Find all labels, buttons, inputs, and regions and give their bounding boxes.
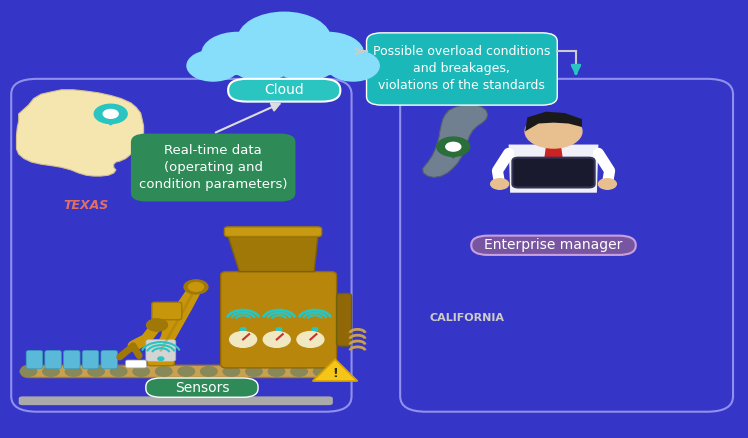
FancyBboxPatch shape xyxy=(512,158,595,187)
Circle shape xyxy=(156,367,172,376)
Circle shape xyxy=(103,110,118,118)
Circle shape xyxy=(184,280,208,294)
Circle shape xyxy=(274,44,337,81)
FancyBboxPatch shape xyxy=(206,58,363,74)
Circle shape xyxy=(230,44,293,81)
Circle shape xyxy=(291,367,307,376)
Circle shape xyxy=(147,319,168,331)
Circle shape xyxy=(158,357,164,360)
Circle shape xyxy=(238,12,331,67)
FancyBboxPatch shape xyxy=(45,350,61,369)
Circle shape xyxy=(263,332,290,347)
Circle shape xyxy=(276,328,282,331)
FancyBboxPatch shape xyxy=(21,365,331,378)
Text: CALIFORNIA: CALIFORNIA xyxy=(430,313,505,322)
Circle shape xyxy=(187,50,239,81)
Circle shape xyxy=(200,367,217,376)
Circle shape xyxy=(525,115,582,148)
Circle shape xyxy=(223,367,239,376)
Circle shape xyxy=(491,179,509,189)
FancyBboxPatch shape xyxy=(221,272,337,368)
FancyBboxPatch shape xyxy=(146,378,258,397)
Circle shape xyxy=(313,367,330,376)
Circle shape xyxy=(446,142,461,151)
Polygon shape xyxy=(313,359,358,381)
FancyBboxPatch shape xyxy=(228,79,340,102)
FancyBboxPatch shape xyxy=(101,350,117,369)
Circle shape xyxy=(20,367,37,376)
Text: Enterprise manager: Enterprise manager xyxy=(485,238,622,252)
Circle shape xyxy=(312,328,318,331)
Polygon shape xyxy=(228,237,318,272)
Circle shape xyxy=(437,137,470,156)
FancyBboxPatch shape xyxy=(126,360,147,368)
Text: Real-time data
(operating and
condition parameters): Real-time data (operating and condition … xyxy=(139,144,287,191)
Text: Cloud: Cloud xyxy=(264,83,304,97)
Circle shape xyxy=(43,367,59,376)
Text: Sensors: Sensors xyxy=(175,381,229,395)
Circle shape xyxy=(202,32,274,74)
Polygon shape xyxy=(446,153,461,159)
Polygon shape xyxy=(525,112,582,131)
FancyBboxPatch shape xyxy=(337,293,352,346)
Polygon shape xyxy=(544,145,563,180)
Text: Possible overload conditions
and breakages,
violations of the standards: Possible overload conditions and breakag… xyxy=(373,46,551,92)
FancyBboxPatch shape xyxy=(146,339,176,361)
FancyBboxPatch shape xyxy=(224,227,322,237)
Circle shape xyxy=(111,367,127,376)
Polygon shape xyxy=(16,90,144,176)
FancyBboxPatch shape xyxy=(147,350,174,366)
Circle shape xyxy=(327,50,379,81)
Circle shape xyxy=(297,332,324,347)
FancyBboxPatch shape xyxy=(471,236,636,255)
FancyBboxPatch shape xyxy=(26,350,43,369)
Circle shape xyxy=(88,367,104,376)
Circle shape xyxy=(65,367,82,376)
Circle shape xyxy=(240,328,246,331)
Circle shape xyxy=(188,283,203,291)
Circle shape xyxy=(178,367,194,376)
Polygon shape xyxy=(509,145,598,193)
Polygon shape xyxy=(103,120,118,126)
Circle shape xyxy=(230,332,257,347)
FancyBboxPatch shape xyxy=(19,396,333,405)
Polygon shape xyxy=(423,104,488,177)
Circle shape xyxy=(246,367,263,376)
Circle shape xyxy=(292,32,364,74)
Circle shape xyxy=(133,367,150,376)
Circle shape xyxy=(94,104,127,124)
FancyBboxPatch shape xyxy=(367,33,557,105)
Text: TEXAS: TEXAS xyxy=(64,199,108,212)
Circle shape xyxy=(269,367,285,376)
Text: !: ! xyxy=(332,367,338,380)
FancyBboxPatch shape xyxy=(131,134,295,201)
FancyBboxPatch shape xyxy=(82,350,99,369)
FancyBboxPatch shape xyxy=(152,302,182,320)
Circle shape xyxy=(598,179,616,189)
FancyBboxPatch shape xyxy=(64,350,80,369)
